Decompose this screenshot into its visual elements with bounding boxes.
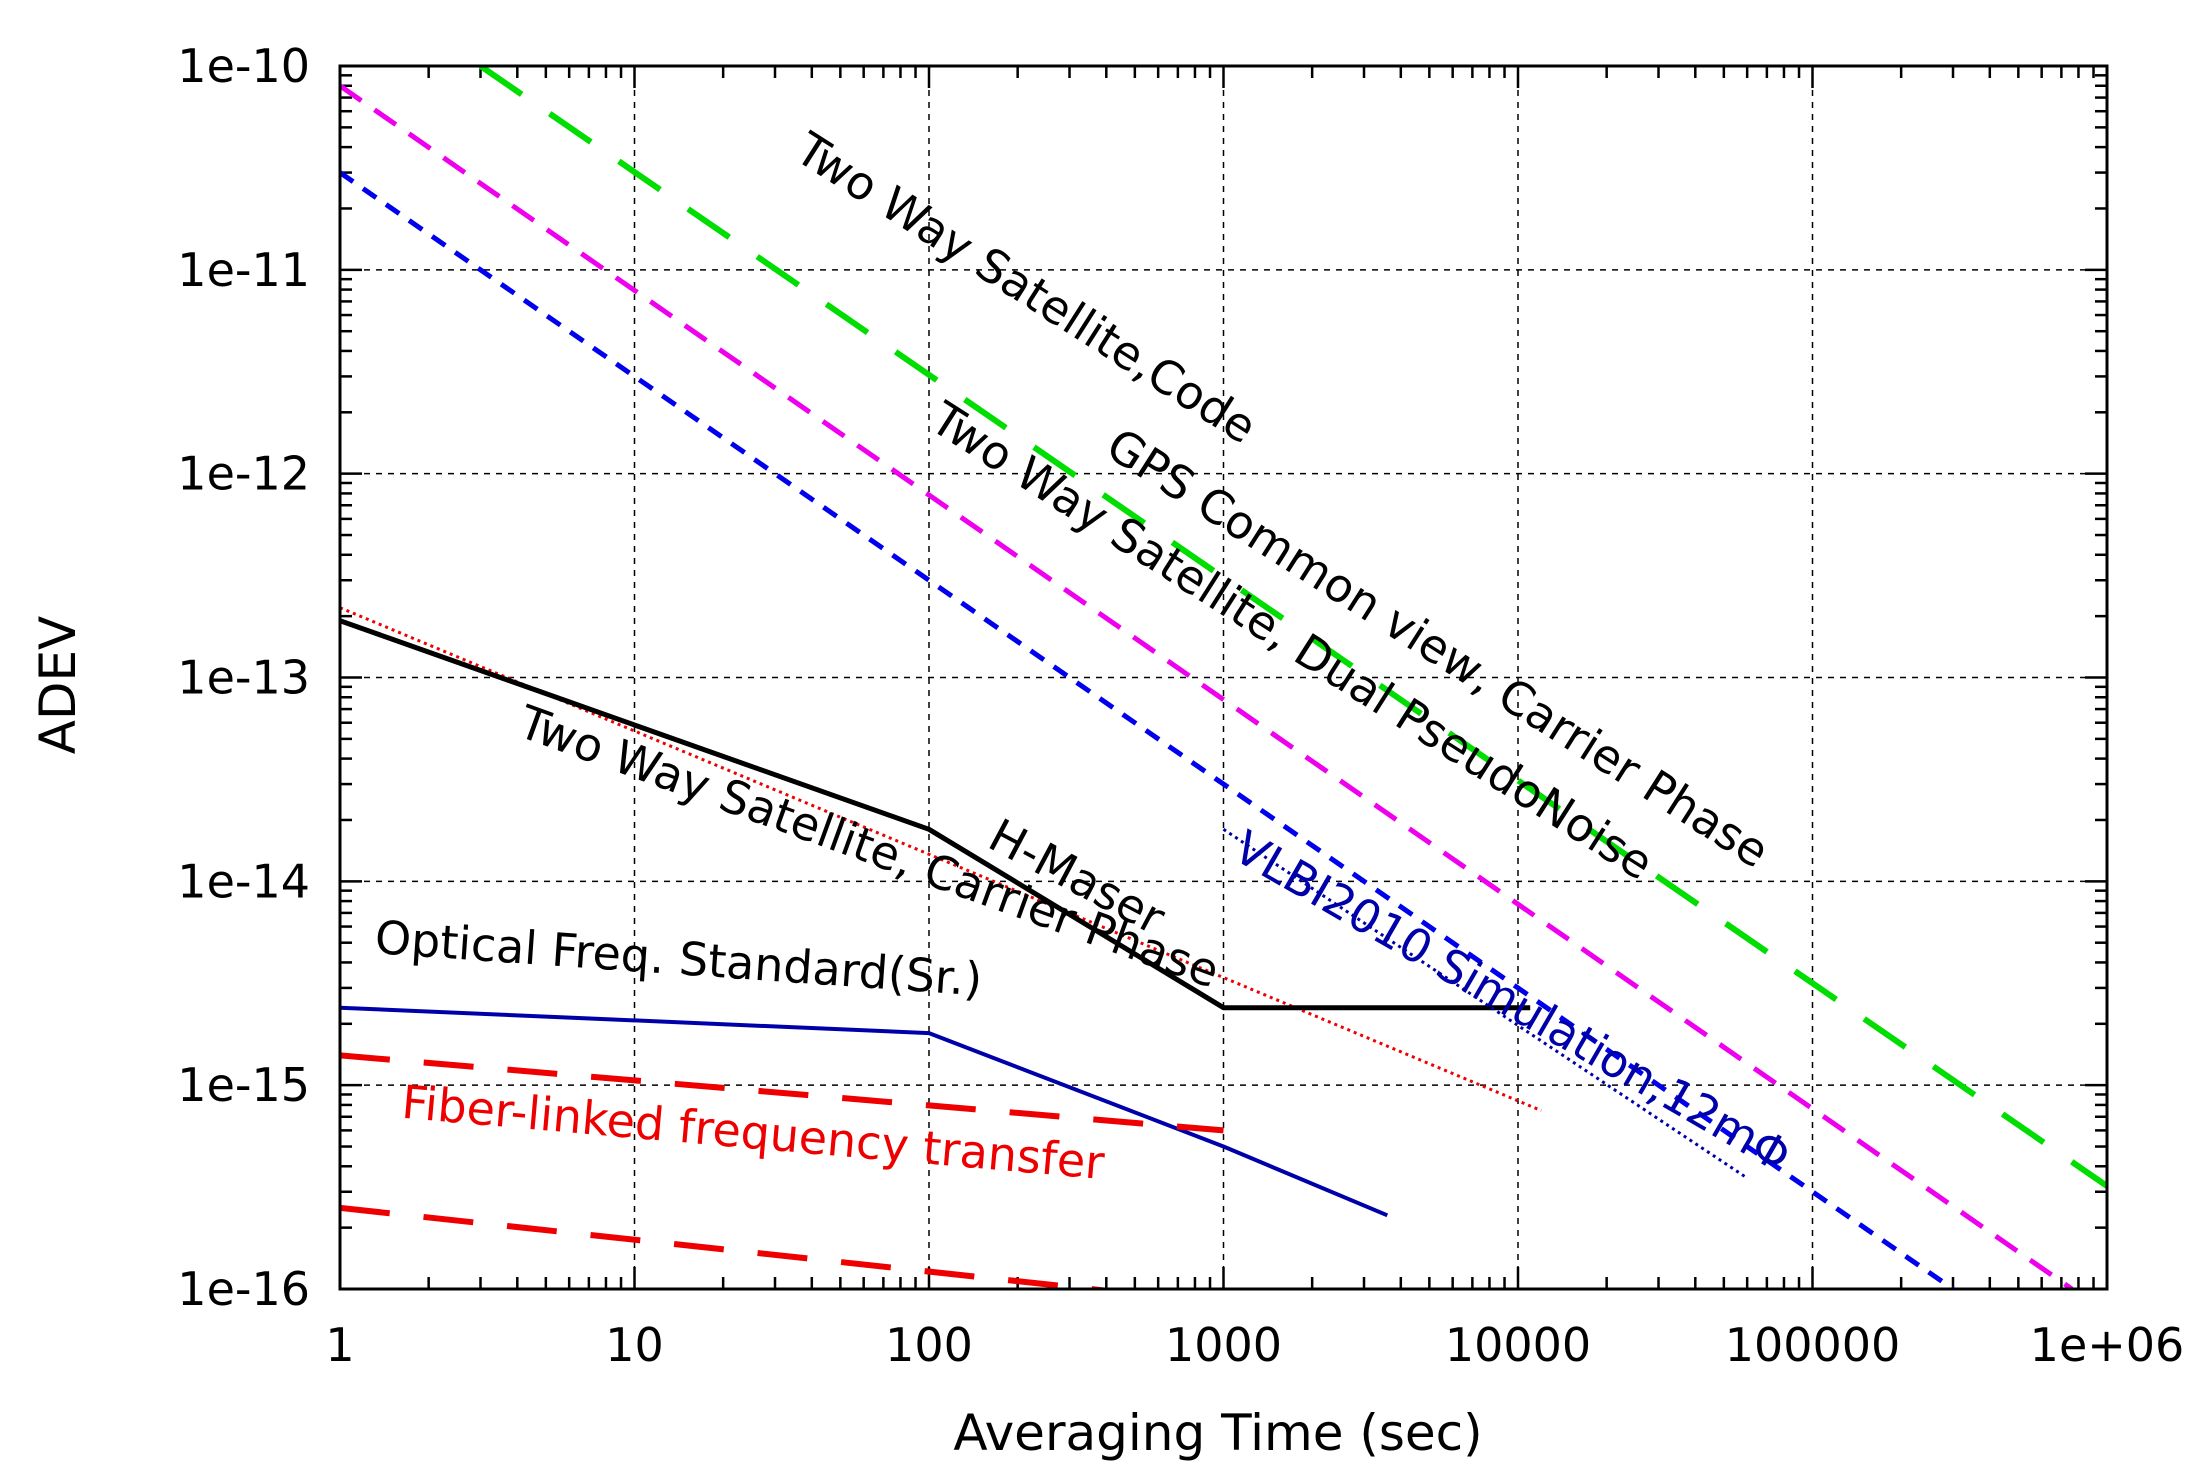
y-axis-title: ADEV xyxy=(29,616,87,755)
x-tick-labels: 1 10 100 1000 10000 100000 1e+06 xyxy=(325,1318,2184,1372)
x-tick-label: 10 xyxy=(605,1318,664,1372)
y-tick-label: 1e-16 xyxy=(177,1262,310,1316)
series-line-optical-sr xyxy=(340,1005,1389,1218)
series-line-h-maser xyxy=(340,618,1531,1011)
y-tick-label: 1e-11 xyxy=(177,243,310,297)
x-tick-label: 10000 xyxy=(1445,1318,1591,1372)
y-tick-label: 1e-15 xyxy=(177,1058,310,1112)
series-line-tws-code xyxy=(478,66,2107,1189)
x-tick-label: 1 xyxy=(325,1318,354,1372)
series-line-fiber-upper xyxy=(340,1052,1224,1134)
series-line-tws-dpn xyxy=(340,170,1955,1289)
x-axis-title: Averaging Time (sec) xyxy=(953,1404,1482,1462)
y-tick-labels: 1e-10 1e-11 1e-12 1e-13 1e-14 1e-15 1e-16 xyxy=(177,39,310,1316)
y-tick-label: 1e-13 xyxy=(177,651,310,705)
x-tick-label: 1e+06 xyxy=(2030,1318,2185,1372)
y-tick-label: 1e-10 xyxy=(177,39,310,93)
x-tick-label: 1000 xyxy=(1165,1318,1282,1372)
y-tick-label: 1e-12 xyxy=(177,447,310,501)
axis-ticks xyxy=(338,66,2107,1291)
plot-frame xyxy=(338,64,2109,1291)
series-lines xyxy=(340,66,2107,1289)
x-tick-label: 100 xyxy=(885,1318,973,1372)
series-line-gps-cv xyxy=(340,83,2074,1289)
series-line-fiber-lower xyxy=(340,1204,1119,1289)
x-tick-label: 100000 xyxy=(1725,1318,1901,1372)
y-tick-label: 1e-14 xyxy=(177,854,310,908)
